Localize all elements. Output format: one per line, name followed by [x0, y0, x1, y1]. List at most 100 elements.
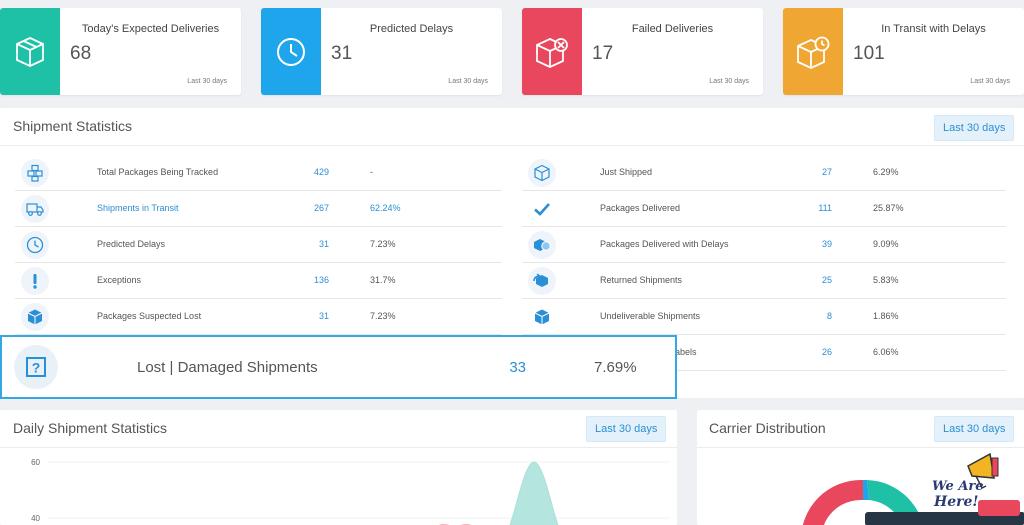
megaphone-icon — [967, 452, 995, 479]
lost-damaged-highlight-row[interactable]: ? Lost | Damaged Shipments 33 7.69% — [0, 335, 677, 399]
period-button[interactable]: Last 30 days — [934, 416, 1015, 442]
package-clock-icon — [797, 36, 830, 69]
stat-row[interactable]: Packages Delivered with Delays 39 9.09% — [522, 227, 1006, 263]
kpi-icon-box — [0, 8, 60, 95]
box-icon — [528, 159, 556, 187]
stat-count[interactable]: 267 — [313, 203, 329, 213]
panel-title: Carrier Distribution — [709, 420, 826, 436]
stat-percent: 5.83% — [873, 275, 899, 285]
stat-percent: 7.69% — [594, 359, 637, 376]
svg-text:Here!: Here! — [933, 494, 979, 510]
panel-title: Daily Shipment Statistics — [13, 420, 168, 436]
stat-count[interactable]: 136 — [313, 275, 329, 285]
stat-count[interactable]: 31 — [318, 311, 329, 321]
clock-icon — [21, 231, 49, 259]
kpi-period: Last 30 days — [970, 78, 1010, 85]
check-icon — [528, 195, 556, 223]
clock-icon — [277, 37, 305, 66]
stat-percent: 6.29% — [873, 167, 899, 177]
kpi-card-failed-deliveries[interactable]: Failed Deliveries 17 Last 30 days — [522, 8, 763, 95]
stat-label: Packages Suspected Lost — [97, 311, 202, 321]
stat-label: Just Shipped — [600, 167, 653, 177]
stat-label: abels — [675, 347, 697, 357]
stat-percent: - — [370, 167, 373, 177]
svg-text:We Are: We Are — [932, 479, 984, 494]
box-solid-icon — [528, 303, 556, 331]
stat-percent: 7.23% — [370, 239, 396, 249]
package-icon — [16, 36, 44, 67]
stat-row[interactable]: Just Shipped 27 6.29% — [522, 155, 1006, 191]
stat-row[interactable]: Packages Delivered 111 25.87% — [522, 191, 1006, 227]
exclamation-icon — [21, 267, 49, 295]
kpi-card-predicted-delays[interactable]: Predicted Delays 31 Last 30 days — [261, 8, 502, 95]
stat-count[interactable]: 8 — [826, 311, 832, 321]
kpi-period: Last 30 days — [187, 78, 227, 85]
stat-row[interactable]: Total Packages Being Tracked 429 - — [15, 155, 502, 191]
stat-label: Predicted Delays — [97, 239, 166, 249]
stat-percent: 25.87% — [873, 203, 904, 213]
stat-row[interactable]: Predicted Delays 31 7.23% — [15, 227, 502, 263]
kpi-value: 68 — [70, 43, 92, 64]
stat-percent: 6.06% — [873, 347, 899, 357]
divider — [697, 447, 1024, 448]
kpi-icon-box — [783, 8, 843, 95]
stat-count[interactable]: 429 — [313, 167, 329, 177]
stat-row[interactable]: Shipments in Transit 267 62.24% — [15, 191, 502, 227]
period-button[interactable]: Last 30 days — [586, 416, 667, 442]
stat-label-link[interactable]: Shipments in Transit — [97, 203, 179, 213]
stat-row[interactable]: Returned Shipments 25 5.83% — [522, 263, 1006, 299]
package-failed-icon — [536, 37, 568, 68]
stat-percent: 9.09% — [873, 239, 899, 249]
stat-percent: 7.23% — [370, 311, 396, 321]
stat-count[interactable]: 26 — [821, 347, 832, 357]
stat-label: Lost | Damaged Shipments — [137, 359, 318, 376]
kpi-period: Last 30 days — [709, 78, 749, 85]
delayed-delivery-icon — [528, 231, 556, 259]
kpi-title: Predicted Delays — [369, 23, 454, 35]
stat-label: Packages Delivered with Delays — [600, 239, 729, 249]
kpi-title: Today's Expected Deliveries — [81, 23, 220, 35]
question-box-icon: ? — [14, 345, 58, 389]
daily-area-chart: 60 40 — [31, 458, 670, 525]
svg-text:?: ? — [32, 360, 41, 376]
stat-row[interactable]: Packages Suspected Lost 31 7.23% — [15, 299, 502, 335]
y-tick-label: 40 — [31, 514, 40, 523]
kpi-value: 101 — [853, 43, 885, 64]
kpi-icon-box — [522, 8, 582, 95]
kpi-title: Failed Deliveries — [631, 23, 714, 35]
kpi-title: In Transit with Delays — [881, 23, 986, 35]
kpi-value: 17 — [592, 43, 614, 64]
stat-count[interactable]: 111 — [818, 203, 832, 213]
divider — [0, 447, 677, 448]
boxes-icon — [21, 159, 49, 187]
panel-title: Shipment Statistics — [13, 118, 133, 134]
we-are-here-badge[interactable]: We Are Here! — [928, 452, 1020, 525]
return-icon — [528, 267, 556, 295]
period-button[interactable]: Last 30 days — [934, 115, 1015, 141]
stat-count[interactable]: 27 — [821, 167, 832, 177]
stat-row[interactable]: Exceptions 136 31.7% — [15, 263, 502, 299]
stat-label: Returned Shipments — [600, 275, 683, 285]
stat-row[interactable]: Undeliverable Shipments 8 1.86% — [522, 299, 1006, 335]
kpi-period: Last 30 days — [448, 78, 488, 85]
stat-label: Exceptions — [97, 275, 142, 285]
kpi-value: 31 — [331, 43, 353, 64]
stat-percent: 1.86% — [873, 311, 899, 321]
stat-count[interactable]: 25 — [821, 275, 832, 285]
stat-label: Undeliverable Shipments — [600, 311, 701, 321]
stat-count[interactable]: 31 — [318, 239, 329, 249]
y-tick-label: 60 — [31, 458, 40, 467]
pie-slice-red — [802, 479, 863, 525]
stat-count[interactable]: 33 — [509, 359, 526, 376]
package-icon — [21, 303, 49, 331]
stat-count[interactable]: 39 — [821, 239, 832, 249]
kpi-card-expected-deliveries[interactable]: Today's Expected Deliveries 68 Last 30 d… — [0, 8, 241, 95]
truck-icon — [21, 195, 49, 223]
area-series-peak — [509, 461, 559, 525]
stat-label: Packages Delivered — [600, 203, 681, 213]
stat-label: Total Packages Being Tracked — [97, 167, 219, 177]
stat-percent: 62.24% — [370, 203, 401, 213]
stat-row[interactable]: abels 26 6.06% — [522, 335, 1006, 371]
divider — [0, 145, 1024, 146]
kpi-card-in-transit-delays[interactable]: In Transit with Delays 101 Last 30 days — [783, 8, 1024, 95]
